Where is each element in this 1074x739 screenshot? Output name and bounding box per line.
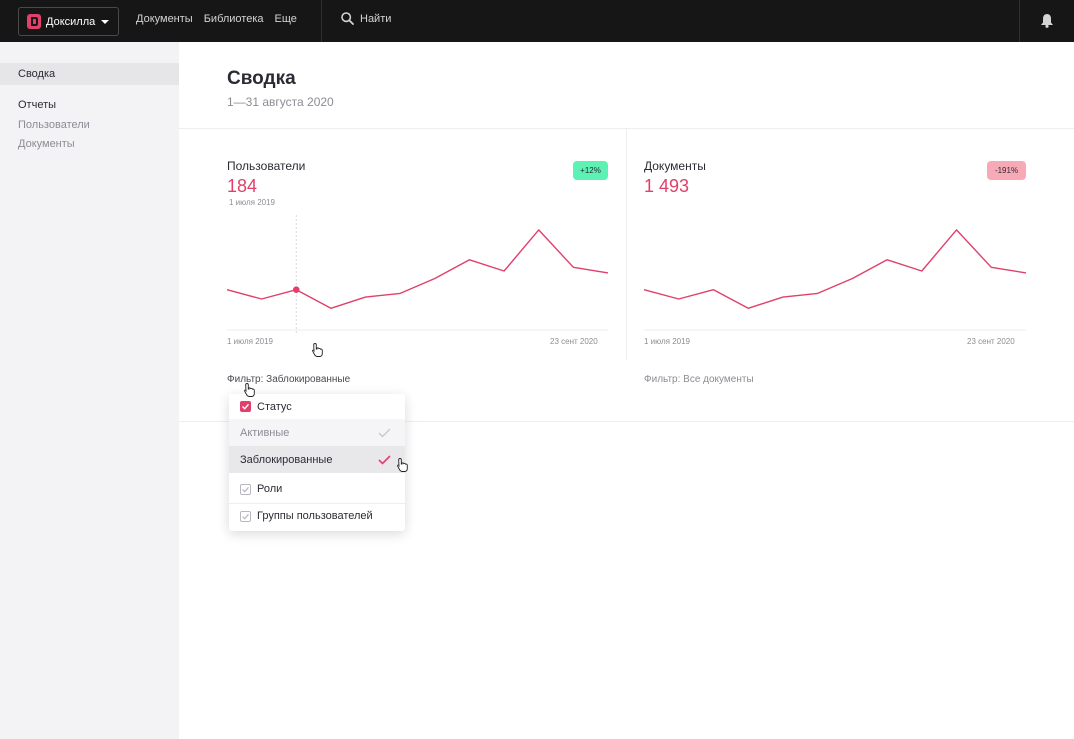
hand-cursor-icon [397, 458, 408, 472]
hand-cursor-icon [312, 343, 323, 357]
checkbox-unchecked-icon [240, 510, 251, 522]
page-title: Сводка [227, 68, 296, 89]
search-icon [341, 12, 354, 25]
documents-chart[interactable] [643, 215, 1027, 335]
nav-more[interactable]: Еще [274, 13, 297, 25]
status-group-toggle[interactable]: Статус [229, 394, 405, 419]
page-subtitle: 1—31 августа 2020 [227, 95, 334, 109]
chevron-down-icon [101, 19, 110, 24]
users-x-end-label: 23 сент 2020 [550, 337, 598, 346]
documents-growth-badge: -191% [987, 161, 1026, 180]
roles-group-toggle[interactable]: Роли [229, 478, 405, 500]
sidebar-active-highlight [0, 63, 179, 85]
cards-divider [626, 128, 627, 360]
sidebar-item-reports[interactable]: Отчеты [18, 99, 57, 111]
documents-x-end-label: 23 сент 2020 [967, 337, 1015, 346]
user-groups-toggle[interactable]: Группы пользователей [229, 504, 405, 528]
brand-name: Доксилла [46, 15, 96, 28]
brand-logo-icon [27, 14, 41, 29]
top-bar: Доксилла Документы Библиотека Еще Найти [0, 0, 1074, 42]
documents-card-value: 1 493 [644, 176, 690, 196]
dropdown-separator [229, 503, 405, 504]
roles-group-label: Роли [257, 483, 283, 495]
brand-switcher[interactable]: Доксилла [18, 7, 119, 36]
nav-divider [321, 0, 322, 42]
check-icon [378, 454, 391, 465]
option-blocked[interactable]: Заблокированные [229, 446, 405, 473]
user-groups-label: Группы пользователей [257, 510, 373, 522]
documents-card-label: Документы [644, 159, 706, 173]
option-active-label: Активные [240, 426, 290, 439]
main-content: Сводка 1—31 августа 2020 [179, 42, 1074, 739]
main-nav: Документы Библиотека Еще [136, 13, 297, 25]
users-x-start-label: 1 июля 2019 [227, 337, 273, 346]
users-card-label: Пользователи [227, 159, 306, 173]
checkbox-checked-icon [240, 401, 251, 412]
documents-x-start-label: 1 июля 2019 [644, 337, 690, 346]
chart-hover-point[interactable] [292, 286, 300, 293]
option-active[interactable]: Активные [229, 419, 405, 446]
status-group-label: Статус [257, 400, 292, 413]
users-hover-date: 1 июля 2019 [229, 198, 275, 207]
check-icon [378, 428, 391, 437]
sidebar-item-users[interactable]: Пользователи [18, 119, 90, 131]
nav-library[interactable]: Библиотека [203, 13, 264, 25]
sidebar: Сводка Отчеты Пользователи Документы [0, 42, 179, 739]
nav-documents[interactable]: Документы [136, 13, 193, 25]
option-blocked-label: Заблокированные [240, 453, 333, 466]
users-filter-toggle[interactable]: Фильтр: Заблокированные [227, 374, 351, 385]
bell-icon[interactable] [1040, 13, 1054, 28]
search-button[interactable]: Найти [341, 12, 391, 25]
users-card-value: 184 [227, 176, 258, 196]
documents-filter-toggle[interactable]: Фильтр: Все документы [644, 374, 754, 385]
sidebar-item-documents[interactable]: Документы [18, 138, 75, 150]
users-chart[interactable] [226, 215, 609, 335]
hand-cursor-icon [244, 383, 255, 397]
cards-bottom-divider [179, 421, 1074, 422]
checkbox-unchecked-icon [240, 483, 251, 495]
chart-series-line [643, 229, 1027, 310]
bell-divider [1019, 0, 1020, 42]
search-label: Найти [360, 12, 392, 25]
sidebar-item-summary[interactable]: Сводка [18, 68, 56, 80]
filter-dropdown: Статус Активные Заблокированные Роли Гру… [229, 394, 405, 531]
chart-series-line [226, 229, 609, 310]
users-growth-badge: +12% [573, 161, 608, 180]
